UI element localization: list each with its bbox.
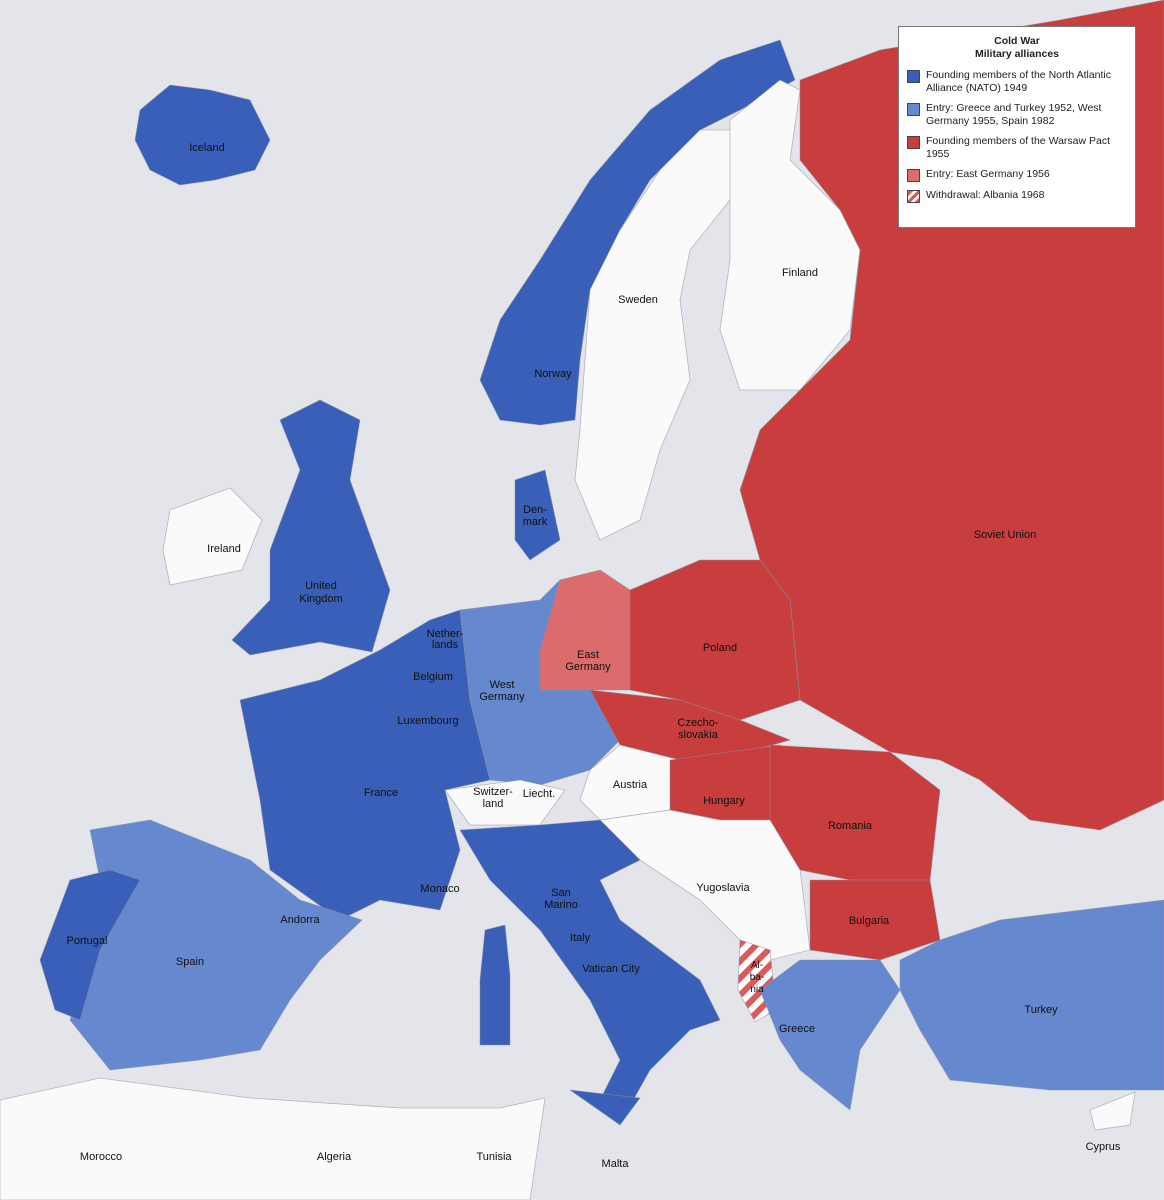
country-iceland [134, 84, 271, 186]
legend-label: Founding members of the Warsaw Pact 1955 [926, 135, 1111, 160]
label-uk: United Kingdom [299, 580, 342, 605]
country-ireland [162, 487, 263, 586]
country-north-africa [0, 1077, 546, 1200]
label-france: France [364, 787, 398, 799]
label-netherlands: Nether-lands [427, 628, 464, 651]
legend-label: Entry: Greece and Turkey 1952, West Germ… [926, 102, 1102, 127]
swatch-hatched [907, 190, 920, 203]
country-norway [479, 39, 796, 426]
label-liechtenstein: Liecht. [523, 788, 555, 800]
country-yugoslavia [599, 809, 811, 961]
swatch-nato-1949 [907, 70, 920, 83]
country-east-germany [539, 569, 631, 691]
label-ireland: Ireland [207, 543, 241, 555]
legend-label: Withdrawal: Albania 1968 [926, 189, 1045, 201]
label-east-germany: East Germany [565, 649, 611, 673]
label-algeria: Algeria [317, 1151, 352, 1163]
label-belgium: Belgium [413, 671, 453, 683]
country-portugal [39, 869, 141, 1021]
label-romania: Romania [828, 820, 873, 832]
label-soviet-union: Soviet Union [974, 529, 1036, 541]
country-switzerland [444, 779, 566, 826]
country-finland [719, 79, 861, 391]
map-legend: Cold War Military alliances Founding mem… [898, 26, 1136, 228]
label-malta: Malta [602, 1158, 630, 1170]
country-greece [759, 959, 901, 1111]
swatch-nato-later [907, 103, 920, 116]
legend-subtitle: Military alliances [974, 48, 1060, 60]
legend-item-albania: Withdrawal: Albania 1968 [907, 189, 1127, 203]
country-turkey [899, 899, 1164, 1091]
label-bulgaria: Bulgaria [849, 915, 890, 927]
country-france-benelux [239, 609, 491, 921]
swatch-east-germany [907, 169, 920, 182]
label-finland: Finland [782, 267, 818, 279]
label-poland: Poland [703, 642, 737, 654]
label-switzerland: Switzer-land [473, 786, 513, 810]
label-yugoslavia: Yugoslavia [696, 882, 750, 894]
legend-item-nato-1949: Founding members of the North Atlantic A… [907, 69, 1127, 95]
label-spain: Spain [176, 956, 204, 968]
island-sicily [569, 1089, 641, 1126]
label-cyprus: Cyprus [1086, 1141, 1121, 1153]
label-morocco: Morocco [80, 1151, 122, 1163]
legend-label: Founding members of the North Atlantic A… [926, 69, 1112, 94]
label-vatican-city: Vatican City [582, 963, 640, 975]
legend-item-nato-later: Entry: Greece and Turkey 1952, West Germ… [907, 102, 1127, 128]
country-poland [629, 559, 801, 721]
label-san-marino: San Marino [544, 887, 578, 911]
label-portugal: Portugal [67, 935, 108, 947]
label-albania: Al-ba-nia [750, 960, 764, 995]
label-greece: Greece [779, 1023, 815, 1035]
label-luxembourg: Luxembourg [397, 715, 458, 727]
label-italy: Italy [570, 932, 591, 944]
country-uk [231, 399, 391, 656]
legend-label: Entry: East Germany 1956 [926, 168, 1050, 180]
legend-item-east-germany: Entry: East Germany 1956 [907, 168, 1127, 182]
label-turkey: Turkey [1024, 1004, 1058, 1016]
island-sardinia-corsica [479, 924, 511, 1046]
legend-item-warsaw-pact: Founding members of the Warsaw Pact 1955 [907, 135, 1127, 161]
label-andorra: Andorra [280, 914, 320, 926]
label-norway: Norway [534, 368, 572, 380]
label-tunisia: Tunisia [476, 1151, 512, 1163]
island-cyprus [1089, 1091, 1136, 1131]
country-denmark [514, 469, 561, 561]
label-iceland: Iceland [189, 142, 224, 154]
country-bulgaria [809, 879, 941, 961]
label-austria: Austria [613, 779, 648, 791]
label-denmark: Den-mark [523, 504, 548, 528]
label-monaco: Monaco [420, 883, 459, 895]
swatch-warsaw-pact [907, 136, 920, 149]
legend-title: Cold War [994, 35, 1040, 47]
country-sweden [574, 129, 741, 541]
country-italy [459, 819, 721, 1121]
label-sweden: Sweden [618, 294, 658, 306]
label-west-germany: West Germany [479, 679, 525, 703]
label-czechoslovakia: Czecho-slovakia [678, 717, 719, 741]
label-hungary: Hungary [703, 795, 745, 807]
